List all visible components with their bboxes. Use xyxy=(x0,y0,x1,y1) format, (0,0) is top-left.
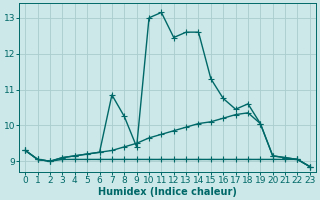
X-axis label: Humidex (Indice chaleur): Humidex (Indice chaleur) xyxy=(98,187,237,197)
